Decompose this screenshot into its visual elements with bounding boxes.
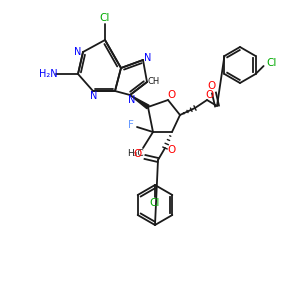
Text: O: O bbox=[206, 90, 214, 100]
Text: O: O bbox=[208, 81, 216, 91]
Text: N: N bbox=[144, 53, 152, 63]
Text: N: N bbox=[90, 91, 98, 101]
Text: Cl: Cl bbox=[100, 13, 110, 23]
Text: Cl: Cl bbox=[150, 198, 160, 208]
Text: O: O bbox=[134, 149, 142, 159]
Text: H₃C: H₃C bbox=[127, 149, 143, 158]
Text: O: O bbox=[168, 145, 176, 155]
Polygon shape bbox=[130, 95, 149, 109]
Text: H₂N: H₂N bbox=[39, 69, 57, 79]
Text: N: N bbox=[128, 95, 136, 105]
Text: CH: CH bbox=[148, 77, 160, 86]
Text: O: O bbox=[167, 90, 175, 100]
Text: N: N bbox=[74, 47, 82, 57]
Text: Cl: Cl bbox=[266, 58, 277, 68]
Text: F: F bbox=[128, 120, 134, 130]
